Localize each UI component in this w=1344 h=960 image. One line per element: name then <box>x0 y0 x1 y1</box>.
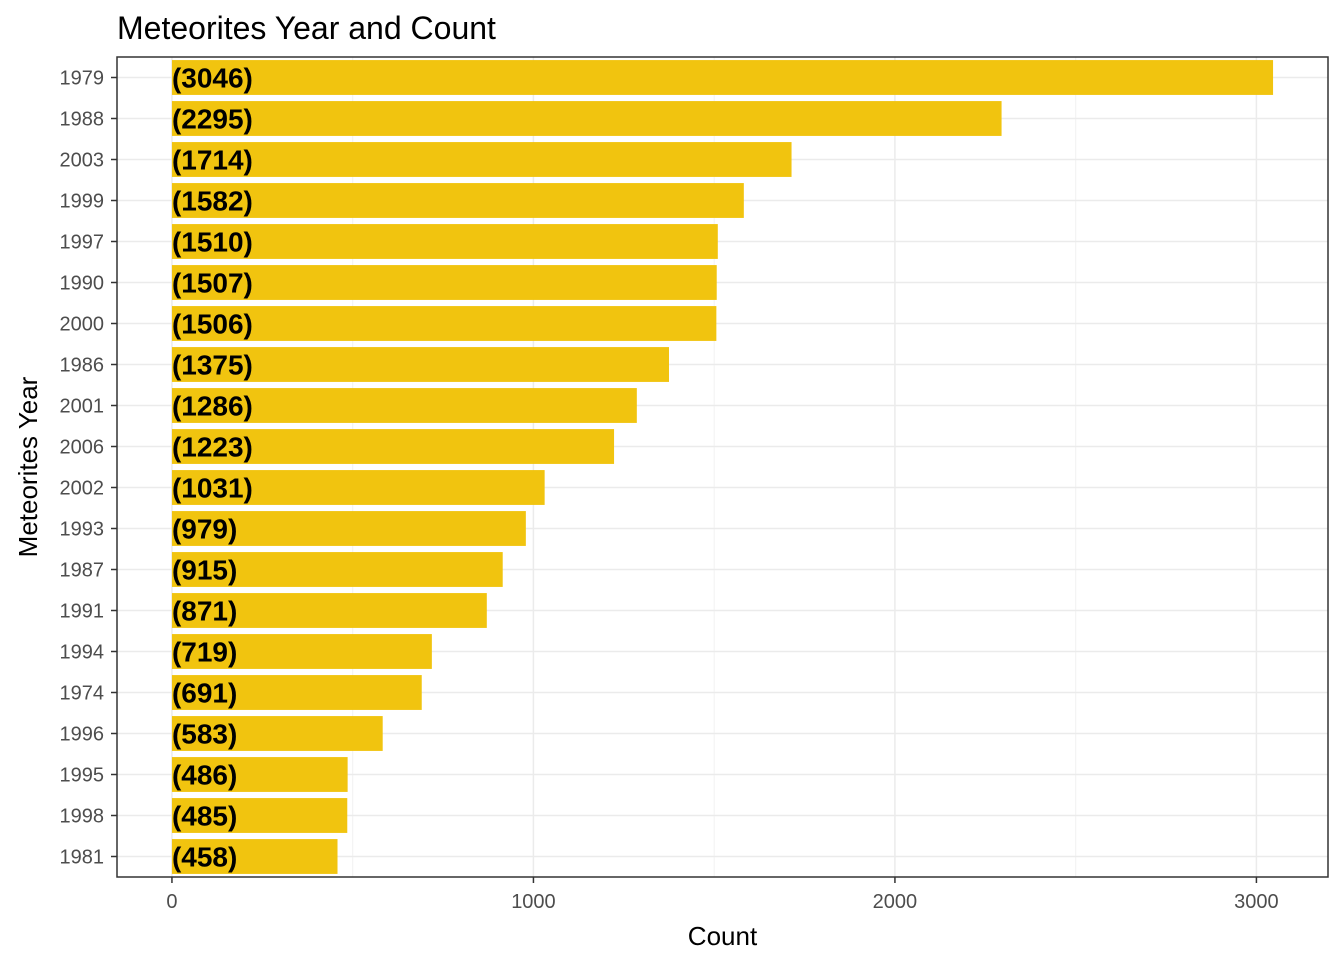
y-tick-label: 1999 <box>60 191 105 213</box>
bar-value-label: (486) <box>172 760 237 791</box>
bar <box>171 347 669 382</box>
bar <box>171 101 1002 136</box>
bar <box>171 839 338 874</box>
grid-lines <box>117 57 1328 877</box>
bar <box>171 470 545 505</box>
x-tick-label: 0 <box>166 891 177 913</box>
bar-value-label: (871) <box>172 596 237 627</box>
bar-value-label: (3046) <box>172 63 253 94</box>
bar <box>171 593 487 628</box>
y-tick-label: 1990 <box>60 273 105 295</box>
bar-value-label: (719) <box>172 637 237 668</box>
y-axis-title: Meteorites Year <box>13 376 43 557</box>
bar-value-label: (1223) <box>172 432 253 463</box>
y-tick-label: 1993 <box>60 519 105 541</box>
y-tick-label: 2001 <box>60 396 105 418</box>
bar-value-label: (1714) <box>172 145 253 176</box>
y-tick-label: 1979 <box>60 68 105 90</box>
panel-border <box>116 56 1329 878</box>
y-tick-label: 1996 <box>60 724 105 746</box>
y-tick-label: 2002 <box>60 478 105 500</box>
y-tick-label: 1994 <box>60 642 105 664</box>
bar-value-label: (2295) <box>172 104 253 135</box>
y-axis-ticks: 1979 1988 2003 1999 1997 1990 2000 1986 2001 2006… <box>60 68 117 869</box>
bar <box>171 634 432 669</box>
bars <box>171 60 1274 874</box>
bar <box>171 306 717 341</box>
y-tick-label: 1997 <box>60 232 105 254</box>
y-tick-label: 1991 <box>60 601 105 623</box>
y-tick-label: 1995 <box>60 765 105 787</box>
x-tick-label: 2000 <box>873 891 918 913</box>
bar <box>171 757 348 792</box>
y-tick-label: 2006 <box>60 437 105 459</box>
bar-value-label: (1506) <box>172 309 253 340</box>
bar-value-label: (979) <box>172 514 237 545</box>
y-tick-label: 1987 <box>60 560 105 582</box>
bar-value-label: (458) <box>172 842 237 873</box>
x-axis-title: Count <box>688 921 758 951</box>
y-tick-label: 1974 <box>60 683 105 705</box>
y-tick-label: 1981 <box>60 847 105 869</box>
bar-value-label: (1286) <box>172 391 253 422</box>
y-tick-label: 2003 <box>60 150 105 172</box>
bar-value-label: (1510) <box>172 227 253 258</box>
bar-value-label: (583) <box>172 719 237 750</box>
bar-value-label: (485) <box>172 801 237 832</box>
bar <box>171 183 744 218</box>
bar <box>171 142 792 177</box>
bar <box>171 798 348 833</box>
bar <box>171 60 1274 95</box>
y-tick-label: 1986 <box>60 355 105 377</box>
y-tick-label: 2000 <box>60 314 105 336</box>
bar <box>171 224 718 259</box>
bar <box>171 716 383 751</box>
x-tick-label: 1000 <box>511 891 556 913</box>
y-tick-label: 1998 <box>60 806 105 828</box>
bar-value-label: (915) <box>172 555 237 586</box>
chart-title: Meteorites Year and Count <box>117 10 496 46</box>
bar-value-label: (1582) <box>172 186 253 217</box>
bar-value-label: (1031) <box>172 473 253 504</box>
bar <box>171 675 422 710</box>
data-labels: (3046) (2295) (1714) (1582) (1510) (1507) (150… <box>172 63 253 873</box>
bar <box>171 552 503 587</box>
x-tick-label: 3000 <box>1234 891 1279 913</box>
bar-value-label: (1375) <box>172 350 253 381</box>
bar <box>171 388 637 423</box>
bar <box>171 511 526 546</box>
y-tick-label: 1988 <box>60 109 105 131</box>
bar <box>171 429 615 464</box>
plot-panel <box>117 57 1328 877</box>
x-axis-ticks: 0 1000 2000 3000 <box>166 877 1279 913</box>
bar <box>171 265 717 300</box>
bar-value-label: (1507) <box>172 268 253 299</box>
bar-value-label: (691) <box>172 678 237 709</box>
